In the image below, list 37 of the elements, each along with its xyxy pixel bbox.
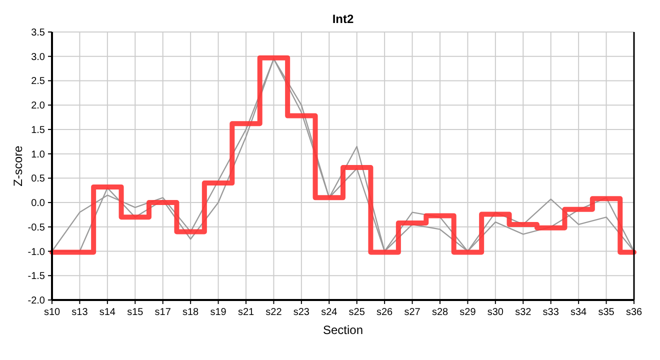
y-tick-label: 1.0	[31, 149, 46, 160]
y-tick-label: 0.5	[31, 174, 46, 185]
y-tick-label: -0.5	[28, 222, 46, 234]
x-tick-label: s17	[154, 307, 172, 318]
x-tick-label: s29	[460, 307, 476, 318]
x-tick-label: s26	[376, 307, 394, 318]
x-tick-label: s24	[321, 307, 338, 318]
x-tick-label: s34	[570, 307, 588, 318]
y-axis-title: Z-score	[11, 145, 25, 186]
x-tick-label: s32	[515, 307, 532, 318]
x-tick-label: s15	[127, 307, 144, 318]
x-tick-label: s35	[598, 307, 615, 318]
x-tick-label: s13	[72, 307, 88, 318]
x-tick-label: s30	[487, 307, 504, 318]
x-axis-title: Section	[322, 323, 364, 337]
x-tick-label: s21	[238, 307, 254, 318]
y-tick-label: 2.5	[31, 76, 46, 88]
y-tick-label: -1.5	[28, 271, 46, 282]
x-tick-label: s36	[626, 307, 642, 318]
x-tick-label: s10	[44, 307, 60, 318]
x-tick-label: s18	[182, 307, 200, 318]
chart-title: Int2	[332, 12, 354, 26]
x-tick-label: s22	[266, 307, 282, 318]
x-tick-label: s14	[99, 307, 116, 318]
x-tick-label: s33	[542, 307, 560, 318]
x-tick-label: s25	[348, 307, 366, 318]
y-tick-label: 0.0	[31, 198, 46, 210]
x-tick-label: s27	[404, 307, 421, 318]
y-tick-label: 1.5	[31, 124, 46, 136]
y-tick-label: 3.5	[31, 28, 46, 38]
x-tick-label: s19	[210, 307, 227, 318]
x-tick-label: s28	[432, 307, 448, 318]
x-tick-label: s23	[293, 307, 310, 318]
y-tick-label: 3.0	[31, 52, 46, 63]
y-tick-label: -1.0	[28, 246, 46, 258]
y-tick-label: 2.0	[31, 100, 46, 112]
y-tick-label: -2.0	[28, 296, 46, 306]
